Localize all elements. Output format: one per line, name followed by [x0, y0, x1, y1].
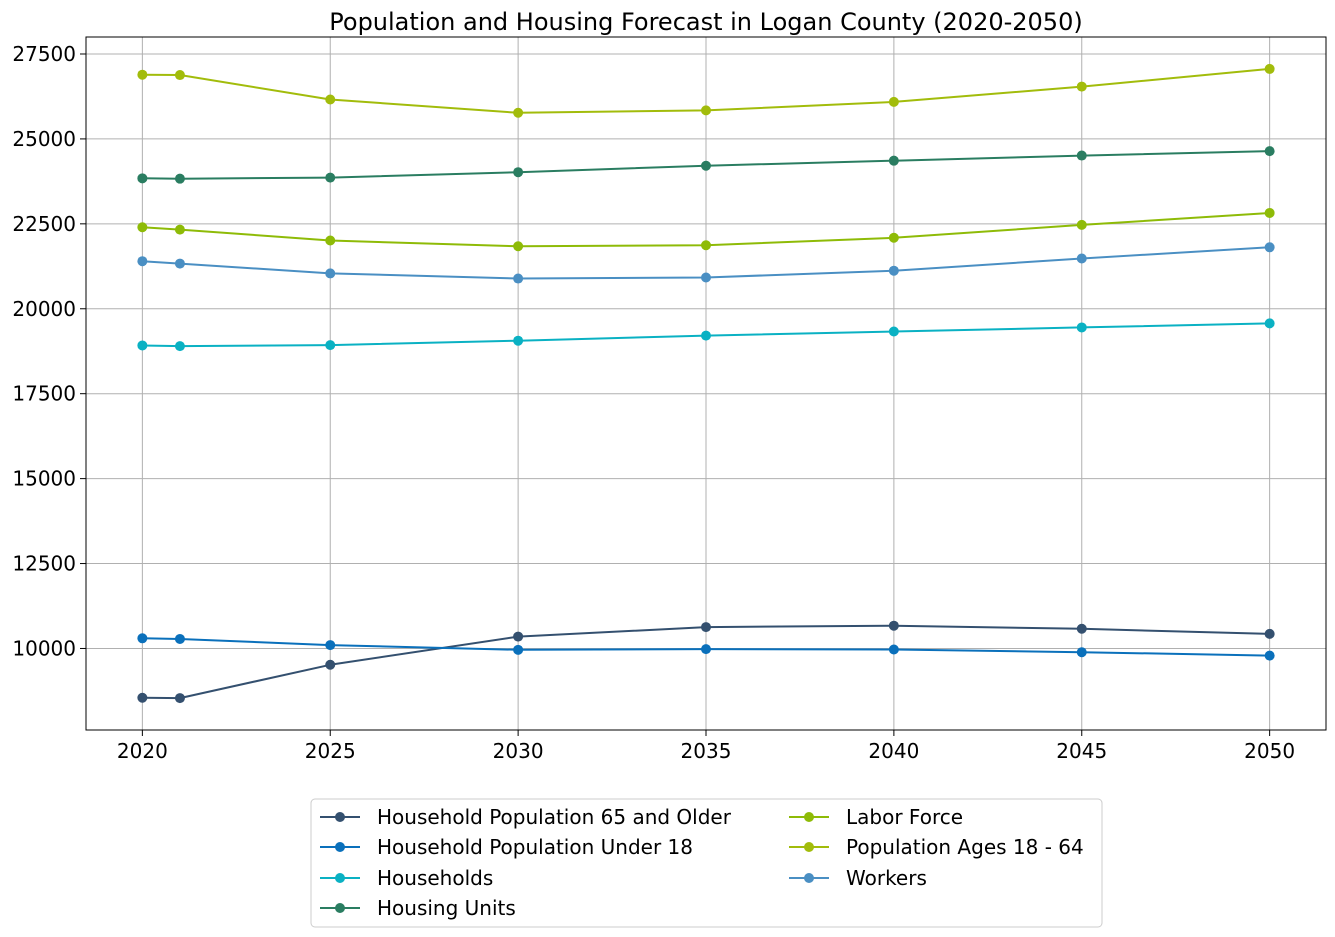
- data-point: [325, 659, 336, 670]
- legend-label: Housing Units: [377, 896, 516, 920]
- data-point: [174, 633, 185, 644]
- x-tick-label: 2025: [305, 739, 356, 763]
- legend-label: Labor Force: [846, 805, 963, 829]
- legend-marker-swatch: [335, 812, 345, 822]
- x-tick-label: 2040: [868, 739, 919, 763]
- legend: Household Population 65 and Older Househo…: [310, 798, 1103, 928]
- legend-marker-swatch: [335, 873, 345, 883]
- legend-marker-swatch: [335, 903, 345, 913]
- data-point: [325, 235, 336, 246]
- y-tick-label: 15000: [12, 467, 76, 491]
- data-point: [1076, 647, 1087, 658]
- data-point: [513, 335, 524, 346]
- data-point: [701, 240, 711, 251]
- x-tick-label: 2035: [681, 739, 732, 763]
- chart-title: Population and Housing Forecast in Logan…: [329, 8, 1082, 36]
- legend-box: [310, 798, 1103, 928]
- legend-label: Household Population 65 and Older: [377, 805, 732, 829]
- series-line: [142, 212, 1270, 248]
- data-point: [137, 633, 148, 644]
- data-point: [513, 644, 524, 655]
- data-point: [701, 105, 711, 116]
- data-point: [174, 70, 185, 81]
- data-point: [701, 160, 711, 171]
- data-point: [1264, 628, 1275, 639]
- data-point: [137, 173, 148, 184]
- data-point: [888, 644, 899, 655]
- data-point: [137, 340, 148, 351]
- data-point: [1264, 207, 1275, 218]
- y-tick-label: 17500: [12, 382, 76, 406]
- data-point: [137, 692, 148, 703]
- data-point: [1264, 63, 1275, 74]
- data-point: [888, 620, 899, 631]
- data-point: [1076, 219, 1087, 230]
- series-line: [142, 322, 1270, 348]
- data-point: [174, 258, 185, 269]
- data-point: [1076, 81, 1087, 92]
- data-point: [888, 326, 899, 337]
- x-tick-label: 2030: [493, 739, 544, 763]
- data-point: [701, 272, 711, 283]
- legend-marker-swatch: [804, 842, 814, 852]
- y-tick-label: 25000: [12, 127, 76, 151]
- data-point: [701, 330, 711, 341]
- series-line: [142, 637, 1270, 657]
- data-point: [888, 265, 899, 276]
- series-line: [142, 624, 1270, 700]
- data-point: [1264, 650, 1275, 661]
- data-point: [701, 622, 711, 633]
- data-point: [513, 167, 524, 178]
- series-line: [142, 150, 1270, 180]
- legend-label: Population Ages 18 - 64: [846, 835, 1084, 859]
- data-point: [325, 640, 336, 651]
- legend-marker-swatch: [804, 873, 814, 883]
- data-point: [701, 644, 711, 655]
- data-point: [513, 241, 524, 252]
- data-point: [174, 341, 185, 352]
- data-point: [325, 94, 336, 105]
- data-point: [513, 631, 524, 642]
- series-line: [142, 246, 1270, 280]
- axes: 2020 2025 2030 2035 2040 2045 2050 10000 12500 15…: [12, 42, 1295, 763]
- data-point: [888, 155, 899, 166]
- y-tick-label: 20000: [12, 297, 76, 321]
- data-point: [137, 222, 148, 233]
- y-tick-label: 22500: [12, 212, 76, 236]
- data-point: [513, 107, 524, 118]
- data-point: [1076, 623, 1087, 634]
- y-tick-label: 10000: [12, 636, 76, 660]
- y-tick-label: 27500: [12, 42, 76, 66]
- data-point: [174, 173, 185, 184]
- data-point: [1264, 242, 1275, 253]
- data-point: [1076, 253, 1087, 264]
- data-point: [888, 96, 899, 107]
- x-tick-label: 2050: [1244, 739, 1295, 763]
- legend-label: Workers: [846, 866, 927, 890]
- data-point: [137, 256, 148, 267]
- data-point: [888, 232, 899, 243]
- data-point: [325, 172, 336, 183]
- data-point: [325, 268, 336, 279]
- data-point: [137, 69, 148, 80]
- data-point: [174, 224, 185, 235]
- x-tick-label: 2020: [117, 739, 168, 763]
- data-point: [174, 693, 185, 704]
- series-line: [142, 67, 1270, 114]
- legend-label: Household Population Under 18: [377, 835, 693, 859]
- legend-marker-swatch: [335, 842, 345, 852]
- data-point: [1264, 318, 1275, 329]
- data-point: [513, 273, 524, 284]
- data-point: [1264, 146, 1275, 157]
- series-lines: [137, 63, 1275, 704]
- data-point: [1076, 322, 1087, 333]
- data-point: [1076, 150, 1087, 161]
- data-point: [325, 340, 336, 351]
- x-tick-label: 2045: [1056, 739, 1107, 763]
- legend-label: Households: [377, 866, 493, 890]
- y-tick-label: 12500: [12, 552, 76, 576]
- legend-marker-swatch: [804, 812, 814, 822]
